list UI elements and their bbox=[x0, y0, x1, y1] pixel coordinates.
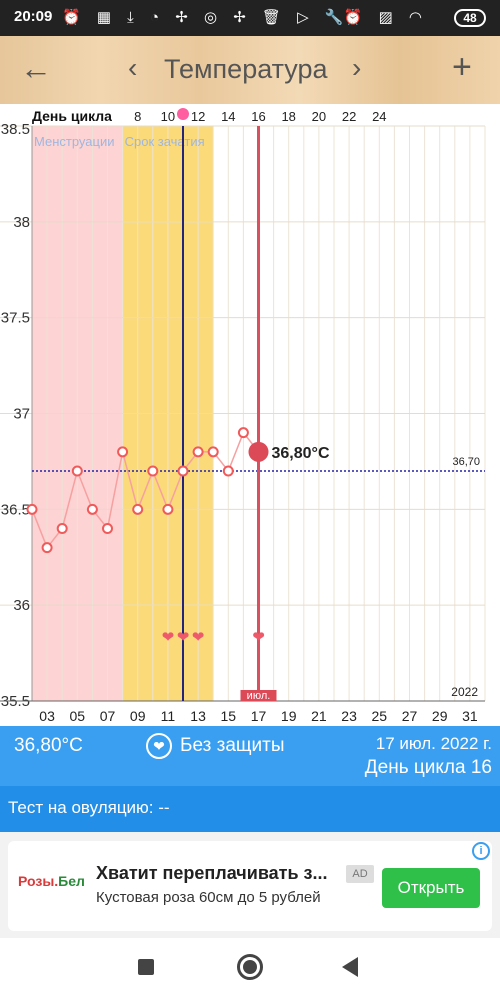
coverline-label: 36,70 bbox=[452, 456, 480, 468]
ad-badge: AD bbox=[346, 865, 374, 883]
data-point bbox=[117, 446, 129, 458]
plus-icon[interactable]: + bbox=[452, 48, 472, 86]
heart-icon: ❤ bbox=[192, 628, 205, 646]
cycle-day: День цикла 16 bbox=[364, 757, 492, 778]
system-nav-bar bbox=[0, 938, 500, 1000]
data-point bbox=[237, 427, 249, 439]
selected-date: 17 июл. 2022 г. bbox=[375, 734, 492, 753]
x-tick-label: 13 bbox=[190, 708, 206, 724]
data-point bbox=[71, 465, 83, 477]
top-tick-label: 20 bbox=[312, 109, 326, 124]
ad-open-button[interactable]: Открыть bbox=[382, 868, 480, 908]
status-bar: 20:09 ⏰ ▦ ⤓ ◔ ✢ ◎ ✢ 🗑 ▷ 🔧 ⏰ ▨ ◠ 48 bbox=[0, 0, 500, 36]
data-point bbox=[41, 542, 53, 554]
temperature-series-line bbox=[31, 431, 260, 550]
y-tick-label: 38 bbox=[13, 214, 30, 231]
x-tick-label: 23 bbox=[341, 708, 357, 724]
y-tick-label: 37 bbox=[13, 406, 30, 423]
status-time: 20:09 bbox=[14, 8, 53, 25]
zone-label-menstruation: Менструации bbox=[34, 134, 114, 149]
year-label: 2022 bbox=[451, 685, 478, 699]
data-point bbox=[86, 503, 98, 515]
x-tick-label: 05 bbox=[70, 708, 86, 724]
top-tick-label: 8 bbox=[134, 109, 141, 124]
temperature-chart[interactable]: Менструации Срок зачатия35.53636.53737.53… bbox=[0, 104, 500, 726]
day-info-bar[interactable]: 36,80°C ❤ Без защиты 17 июл. 2022 г. Ден… bbox=[0, 726, 500, 786]
x-tick-label: 29 bbox=[432, 708, 448, 724]
top-tick-label: 16 bbox=[251, 109, 265, 124]
arrow-left-icon[interactable]: ← bbox=[20, 50, 52, 86]
home-icon[interactable] bbox=[237, 954, 263, 980]
x-tick-label: 03 bbox=[39, 708, 55, 724]
chevron-right-icon[interactable]: › bbox=[352, 52, 362, 83]
y-tick-label: 36 bbox=[13, 597, 30, 614]
y-tick-label: 36.5 bbox=[1, 501, 30, 518]
x-tick-label: 25 bbox=[372, 708, 388, 724]
heart-icon: ❤ bbox=[146, 733, 172, 759]
ovulation-test-bar[interactable]: Тест на овуляцию: -- bbox=[0, 786, 500, 832]
x-tick-label: 21 bbox=[311, 708, 327, 724]
system-icons: ⏰ ▨ ◠ bbox=[343, 9, 428, 26]
month-label: июл. bbox=[247, 690, 271, 702]
top-tick-label: 14 bbox=[221, 109, 235, 124]
x-tick-label: 09 bbox=[130, 708, 146, 724]
y-tick-label: 38.5 bbox=[1, 121, 30, 138]
top-tick-label: 22 bbox=[342, 109, 356, 124]
current-value-label: 36,80°C bbox=[272, 445, 330, 462]
x-tick-label: 15 bbox=[221, 708, 237, 724]
data-point bbox=[162, 503, 174, 515]
top-tick-label: 10 bbox=[161, 109, 175, 124]
data-point bbox=[102, 523, 113, 534]
chevron-left-icon[interactable]: ‹ bbox=[128, 52, 138, 83]
advertiser-logo: Розы.Бел bbox=[18, 873, 85, 889]
top-tick-label: 24 bbox=[372, 109, 386, 124]
heart-icon: ❤ bbox=[162, 628, 175, 646]
back-icon[interactable] bbox=[342, 957, 358, 977]
ad-headline: Хватит переплачивать з... bbox=[96, 863, 328, 883]
x-tick-label: 31 bbox=[462, 708, 478, 724]
data-point bbox=[222, 465, 234, 477]
ovulation-marker-icon bbox=[177, 108, 189, 120]
y-tick-label: 37.5 bbox=[1, 310, 30, 327]
x-tick-label: 19 bbox=[281, 708, 297, 724]
data-point bbox=[132, 503, 144, 515]
data-point bbox=[147, 465, 159, 477]
current-temperature: 36,80°C bbox=[14, 735, 83, 756]
data-point bbox=[192, 446, 204, 458]
data-point bbox=[177, 465, 189, 477]
data-point bbox=[207, 446, 219, 458]
month-badge bbox=[240, 690, 277, 701]
zone-label-fertile: Срок зачатия bbox=[125, 134, 205, 149]
protection-status[interactable]: ❤ Без защиты bbox=[146, 733, 285, 759]
x-tick-label: 07 bbox=[100, 708, 116, 724]
ovulation-test-label: Тест на овуляцию: -- bbox=[8, 798, 170, 817]
heart-icon: ❤ bbox=[252, 628, 265, 646]
ad-container: Розы.Бел Хватит переплачивать з... Кусто… bbox=[0, 832, 500, 938]
x-tick-label: 27 bbox=[402, 708, 418, 724]
info-icon[interactable]: i bbox=[472, 842, 490, 860]
heart-icon: ❤ bbox=[177, 628, 190, 646]
x-tick-label: 17 bbox=[251, 708, 267, 724]
top-tick-label: 18 bbox=[281, 109, 295, 124]
notification-icons: ⏰ ▦ ⤓ ◔ ✢ ◎ ✢ 🗑 ▷ 🔧 bbox=[62, 9, 350, 26]
data-point bbox=[56, 523, 68, 534]
data-point bbox=[26, 503, 38, 515]
ad-subtitle: Кустовая роза 60см до 5 рублей bbox=[96, 889, 321, 906]
ad-banner[interactable]: Розы.Бел Хватит переплачивать з... Кусто… bbox=[8, 841, 492, 931]
battery-icon: 48 bbox=[454, 9, 486, 27]
current-data-point bbox=[248, 441, 269, 462]
x-tick-label: 11 bbox=[161, 708, 176, 724]
protection-label: Без защиты bbox=[180, 735, 285, 756]
recents-icon[interactable] bbox=[138, 959, 154, 975]
page-title: Температура bbox=[164, 54, 328, 84]
app-bar: ← ‹ Температура › + bbox=[0, 36, 500, 104]
top-tick-label: 12 bbox=[191, 109, 205, 124]
top-axis-label: День цикла bbox=[32, 108, 112, 124]
